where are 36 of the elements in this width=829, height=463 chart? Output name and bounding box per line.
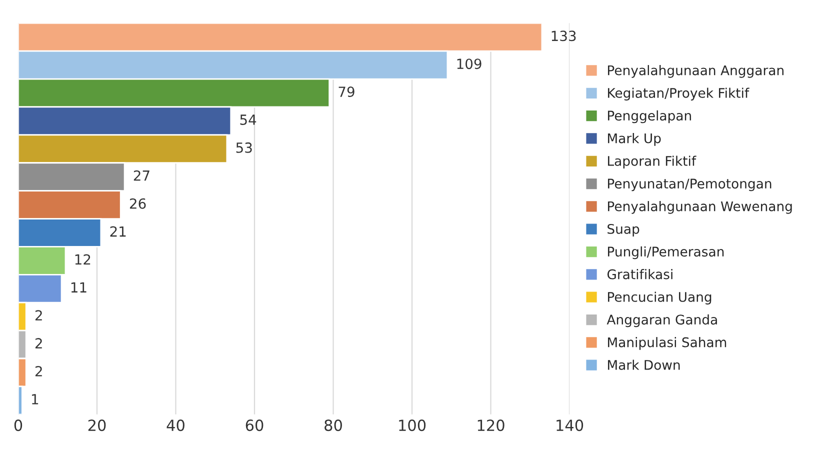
legend-label: Penyalahgunaan Anggaran: [608, 65, 784, 78]
legend-label: Kegiatan/Proyek Fiktif: [608, 88, 750, 100]
data-label: 2: [35, 310, 42, 320]
legend-label: Manipulasi Saham: [608, 337, 726, 350]
data-label: 109: [457, 58, 482, 70]
data-label: 27: [134, 170, 150, 181]
legend-label: Anggaran Ganda: [606, 314, 717, 328]
x-tick-label: 100: [399, 420, 426, 432]
data-label: 12: [75, 254, 90, 265]
legend-label: Penggelapan: [608, 110, 691, 124]
x-tick-label: 120: [478, 420, 504, 432]
legend-label: Pencucian Uang: [608, 292, 712, 304]
legend-label: Penyalahgunaan Wewenang: [608, 201, 792, 214]
data-label: 54: [240, 114, 256, 125]
legend-label: Mark Up: [608, 133, 661, 146]
x-tick-label: 140: [556, 420, 584, 432]
data-label: 26: [130, 198, 146, 209]
x-tick-label: 40: [166, 420, 184, 432]
legend-label: Pungli/Pemerasan: [608, 246, 724, 260]
x-tick-label: 80: [324, 420, 342, 432]
data-label: 79: [338, 86, 354, 98]
data-label: 2: [35, 366, 42, 376]
x-tick-label: 20: [88, 420, 106, 432]
legend-label: Laporan Fiktif: [608, 156, 696, 168]
legend-label: Penyunatan/Pemotongan: [608, 178, 772, 192]
legend-label: Mark Down: [608, 360, 680, 370]
x-tick-label: 60: [246, 420, 264, 432]
legend-label: Gratifikasi: [607, 269, 672, 280]
data-label: 2: [35, 338, 42, 348]
data-label: 21: [110, 226, 126, 237]
data-label: 53: [236, 142, 252, 153]
legend-label: Suap: [608, 224, 640, 236]
data-label: 11: [71, 282, 86, 292]
data-label: 133: [552, 30, 576, 42]
x-tick-label: 0: [14, 420, 22, 432]
data-label: 1: [32, 394, 38, 404]
